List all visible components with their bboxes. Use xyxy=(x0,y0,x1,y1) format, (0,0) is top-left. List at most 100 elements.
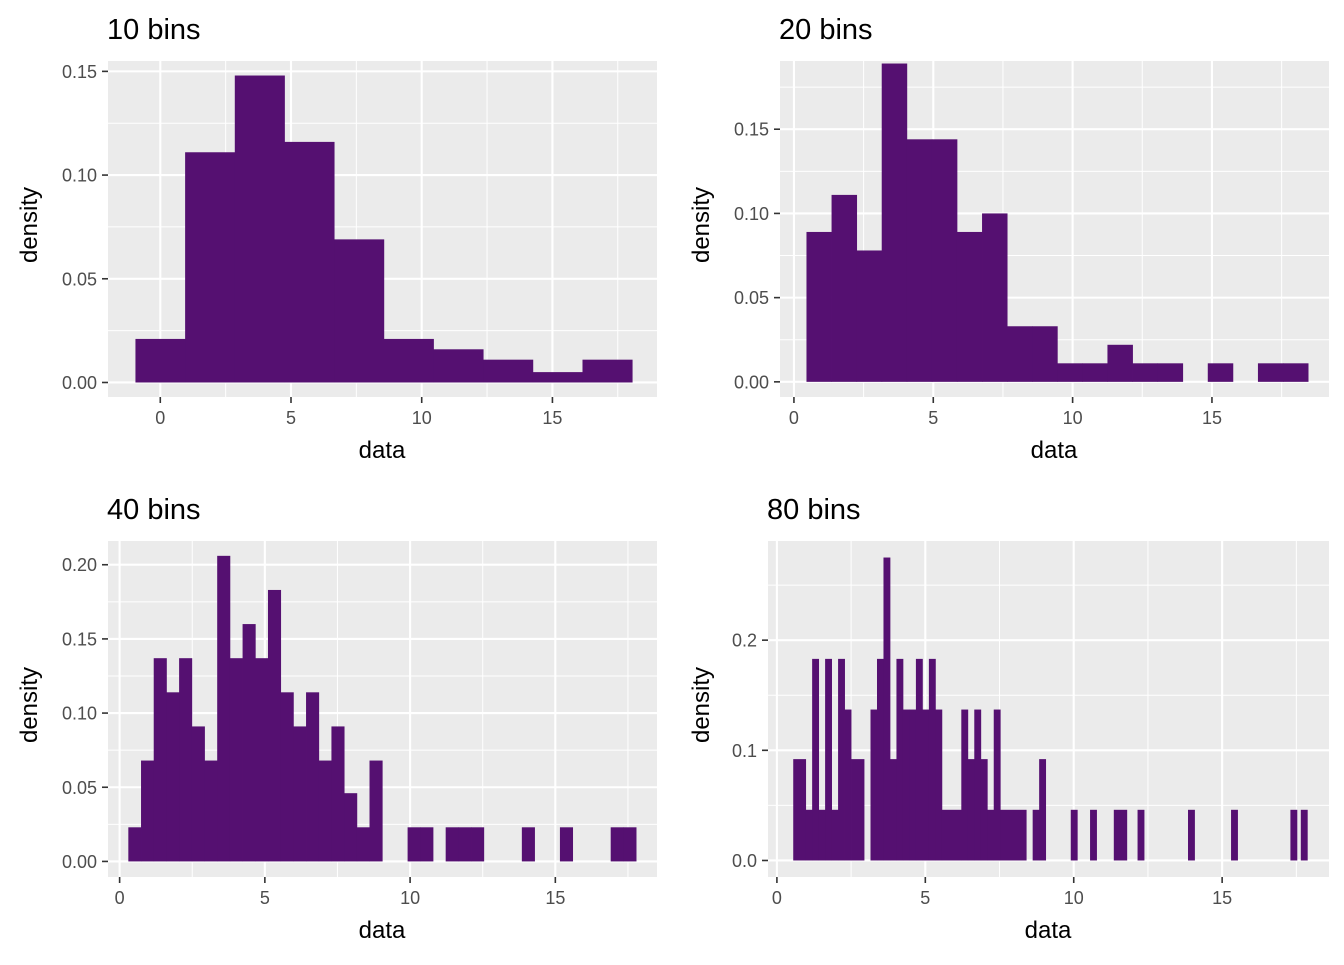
y-tick-label: 0.2 xyxy=(732,631,757,651)
histogram-bar xyxy=(876,658,884,861)
x-tick-label: 5 xyxy=(260,888,270,908)
histogram-bar xyxy=(1231,809,1238,861)
histogram-bar xyxy=(179,658,193,862)
histogram-bar xyxy=(610,827,624,862)
histogram-bar xyxy=(1082,363,1108,382)
histogram-bar xyxy=(331,726,345,862)
y-axis-title: density xyxy=(16,667,43,743)
histogram-bar xyxy=(980,759,988,861)
histogram-bar xyxy=(931,139,958,382)
x-axis-title: data xyxy=(1025,917,1072,944)
histogram-bar xyxy=(851,759,865,861)
y-tick-label: 0.15 xyxy=(62,62,97,82)
histogram-bar xyxy=(191,726,205,862)
x-tick-label: 0 xyxy=(115,888,125,908)
x-tick-label: 0 xyxy=(789,408,799,428)
histogram-bar xyxy=(1300,809,1308,861)
histogram-bar xyxy=(532,372,583,383)
panel-title: 10 bins xyxy=(107,14,201,46)
histogram-bar xyxy=(793,759,807,861)
histogram-bar xyxy=(883,557,891,861)
x-tick-label: 5 xyxy=(928,408,938,428)
histogram-bar xyxy=(306,692,320,862)
y-tick-label: 0.1 xyxy=(732,741,757,761)
x-tick-label: 15 xyxy=(1212,888,1232,908)
x-tick-label: 15 xyxy=(1202,408,1222,428)
histogram-panel-20-bins: 0 5 10 15 0.00 0.05 0.10 0.15 20 bins data dens… xyxy=(688,14,1329,464)
x-axis-title: data xyxy=(359,437,406,464)
histogram-bar xyxy=(838,658,845,861)
histogram-bar xyxy=(1090,809,1097,861)
histogram-bar xyxy=(812,658,820,861)
histogram-bar xyxy=(922,709,930,861)
histogram-bar xyxy=(1039,759,1047,861)
x-tick-label: 0 xyxy=(155,408,165,428)
histogram-bar xyxy=(1007,326,1033,382)
histogram-bar xyxy=(909,709,917,861)
histogram-bar xyxy=(383,338,434,383)
x-tick-label: 5 xyxy=(920,888,930,908)
histogram-bar xyxy=(420,827,434,862)
histogram-bar xyxy=(356,827,370,862)
histogram-bar xyxy=(471,827,485,862)
histogram-bar xyxy=(559,827,574,862)
histogram-bar xyxy=(982,213,1008,382)
histogram-bar xyxy=(1000,809,1027,861)
panel-title: 80 bins xyxy=(767,494,861,526)
histogram-bars xyxy=(135,75,633,383)
y-tick-label: 0.00 xyxy=(62,373,97,393)
histogram-panel-80-bins: 0 5 10 15 0.0 0.1 0.2 80 bins data density xyxy=(688,494,1329,944)
histogram-bar xyxy=(458,827,472,862)
histogram-bar xyxy=(941,809,962,861)
histogram-bar xyxy=(902,709,910,861)
histogram-bar xyxy=(1207,363,1234,382)
histogram-bar xyxy=(915,658,923,861)
histogram-bar xyxy=(1070,809,1078,861)
x-tick-label: 15 xyxy=(542,408,562,428)
histogram-bar xyxy=(318,760,332,862)
histogram-bar xyxy=(344,793,358,862)
histogram-bar xyxy=(407,827,421,862)
histogram-bar xyxy=(234,75,285,383)
histogram-bar xyxy=(896,658,904,861)
y-tick-label: 0.0 xyxy=(732,851,757,871)
x-tick-label: 0 xyxy=(772,888,782,908)
histogram-bar xyxy=(166,692,180,862)
histogram-bar xyxy=(153,658,167,862)
histogram-bar xyxy=(870,709,878,861)
histogram-bar xyxy=(1032,326,1058,382)
y-tick-label: 0.05 xyxy=(62,269,97,289)
histogram-bar xyxy=(993,709,1001,861)
y-axis-title: density xyxy=(688,187,715,263)
histogram-bar xyxy=(284,141,335,383)
histogram-bar xyxy=(844,709,852,861)
x-axis-title: data xyxy=(359,917,406,944)
histogram-bar xyxy=(928,658,936,861)
histogram-bar xyxy=(267,589,282,862)
histogram-bar xyxy=(987,809,995,861)
x-axis-title: data xyxy=(1031,437,1078,464)
histogram-bars xyxy=(793,557,1308,861)
histogram-bar xyxy=(956,231,983,382)
histogram-bar xyxy=(1283,363,1309,382)
histogram-bar xyxy=(1137,809,1145,861)
histogram-bar xyxy=(856,250,883,382)
histogram-bar xyxy=(806,231,832,382)
histogram-bar xyxy=(255,658,269,862)
histogram-bar xyxy=(1032,809,1040,861)
histogram-bars xyxy=(806,63,1309,382)
histogram-bar xyxy=(128,827,142,862)
histogram-bar xyxy=(229,658,243,862)
y-tick-label: 0.20 xyxy=(62,555,97,575)
panel-title: 40 bins xyxy=(107,494,201,526)
histogram-bar xyxy=(433,349,484,383)
histogram-bar xyxy=(831,809,839,861)
y-tick-label: 0.05 xyxy=(62,778,97,798)
histogram-bar xyxy=(135,338,186,383)
y-tick-label: 0.00 xyxy=(734,372,769,392)
histogram-bar xyxy=(961,709,969,861)
y-tick-label: 0.00 xyxy=(62,852,97,872)
histogram-bar xyxy=(623,827,637,862)
histogram-bar xyxy=(805,809,813,861)
